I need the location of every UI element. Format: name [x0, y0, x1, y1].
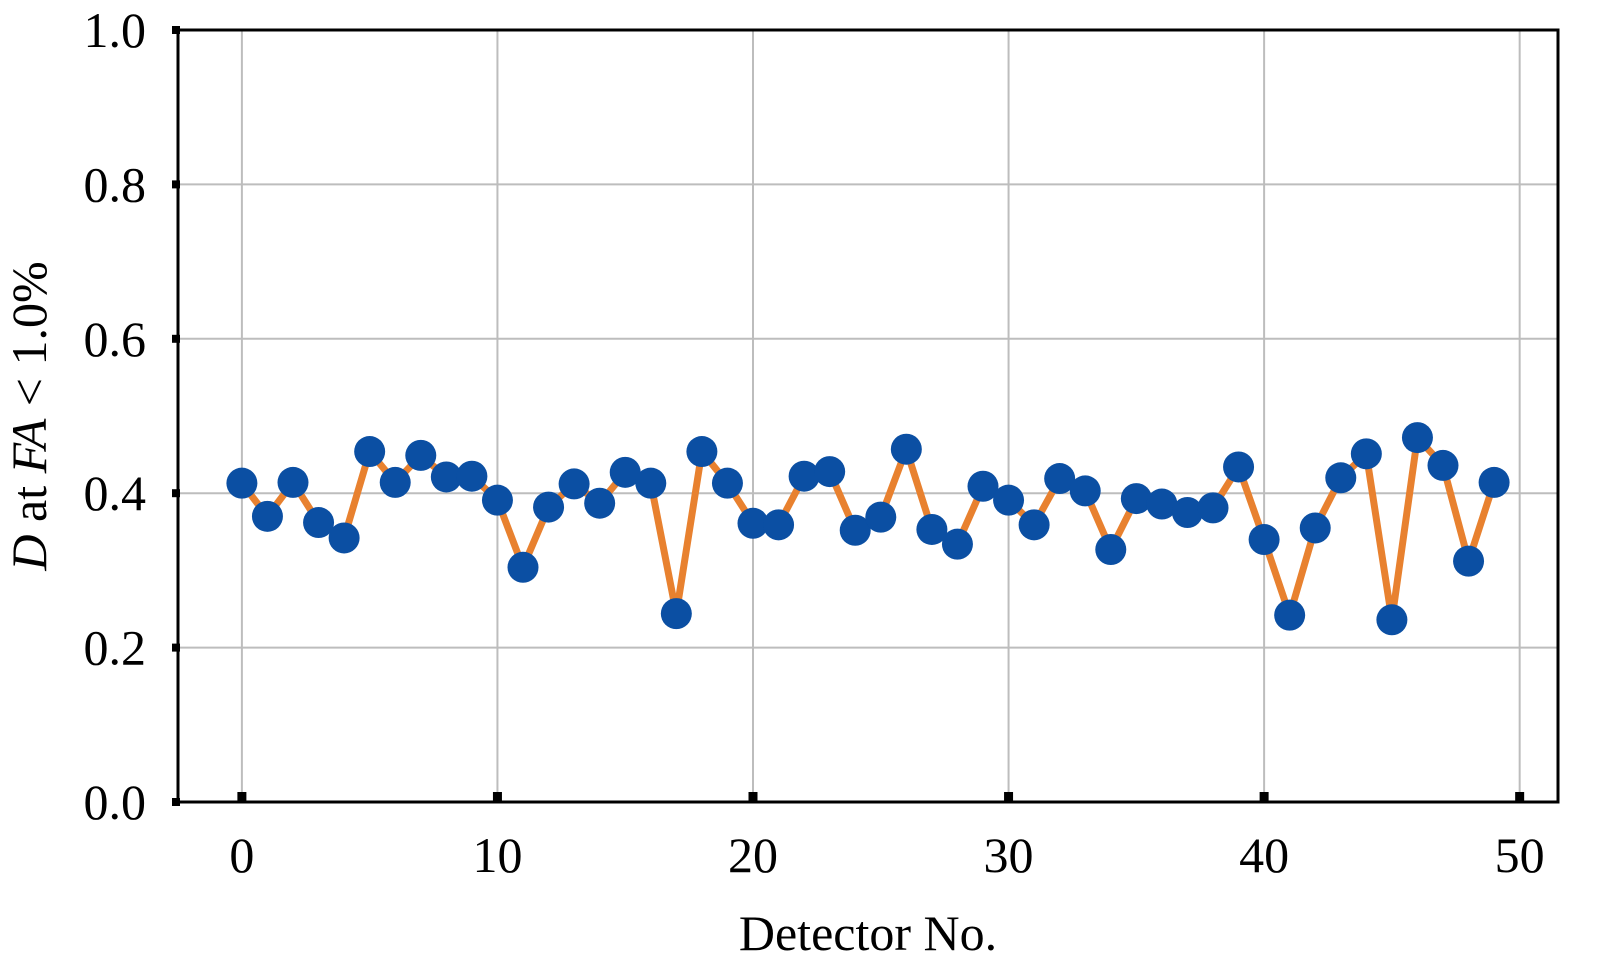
data-point	[430, 461, 462, 493]
tick-labels: 0 10 20 30 40 50 0.0 0.2 0.4 0.6 0.8 1.0	[84, 2, 1545, 883]
data-point	[609, 456, 641, 488]
data-point	[405, 439, 437, 471]
x-tick-label: 10	[472, 827, 522, 883]
x-tick-label: 20	[728, 827, 778, 883]
data-point	[865, 501, 897, 533]
data-point	[456, 460, 488, 492]
data-point	[354, 436, 386, 468]
data-point	[1274, 599, 1306, 631]
data-point	[1325, 462, 1357, 494]
data-point	[737, 507, 769, 539]
data-point	[1248, 524, 1280, 556]
y-tick-label: 1.0	[84, 2, 147, 58]
x-tick-label: 40	[1239, 827, 1289, 883]
data-point	[1427, 449, 1459, 481]
data-point	[711, 467, 743, 499]
series-group	[226, 422, 1510, 636]
data-point	[1478, 466, 1510, 498]
data-point	[1197, 492, 1229, 524]
y-tick-label: 0.6	[84, 311, 147, 367]
data-point	[226, 467, 258, 499]
data-point	[1120, 483, 1152, 515]
y-tick-label: 0.2	[84, 620, 147, 676]
data-point	[993, 484, 1025, 516]
data-point	[533, 491, 565, 523]
data-point	[558, 468, 590, 500]
y-axis-title: D at FA < 1.0%	[1, 261, 57, 571]
y-tick-label: 0.8	[84, 156, 147, 212]
data-point	[814, 456, 846, 488]
data-point	[1299, 512, 1331, 544]
data-point	[839, 514, 871, 546]
x-tick-label: 0	[229, 827, 254, 883]
data-point	[686, 436, 718, 468]
plot-frame	[176, 28, 1560, 804]
data-point	[1401, 422, 1433, 454]
data-point	[1018, 509, 1050, 541]
axis-ticks	[172, 26, 1525, 806]
data-point	[303, 507, 335, 539]
y-tick-label: 0.0	[84, 774, 147, 830]
data-point	[1223, 451, 1255, 483]
data-point	[1171, 497, 1203, 528]
data-point	[379, 466, 411, 498]
data-point	[1350, 438, 1382, 470]
data-point	[890, 433, 922, 465]
data-point	[507, 551, 539, 583]
data-point	[1453, 545, 1485, 577]
data-point	[635, 467, 667, 499]
data-point	[788, 460, 820, 492]
x-tick-label: 30	[984, 827, 1034, 883]
data-point	[584, 487, 616, 519]
data-point	[277, 466, 309, 498]
x-axis-title: Detector No.	[739, 905, 997, 961]
data-point	[1069, 475, 1101, 507]
grid-lines	[178, 29, 1558, 803]
data-point	[660, 598, 692, 630]
y-tick-label: 0.4	[84, 465, 147, 521]
data-point	[251, 500, 283, 532]
data-point	[1095, 534, 1127, 566]
data-point	[1146, 488, 1178, 520]
data-point	[481, 484, 513, 516]
data-point	[763, 509, 795, 541]
data-point	[328, 522, 360, 554]
x-tick-label: 50	[1495, 827, 1545, 883]
data-point	[967, 470, 999, 502]
data-point	[916, 513, 948, 545]
data-point	[1044, 463, 1076, 495]
data-point	[941, 528, 973, 560]
data-point	[1376, 604, 1408, 636]
